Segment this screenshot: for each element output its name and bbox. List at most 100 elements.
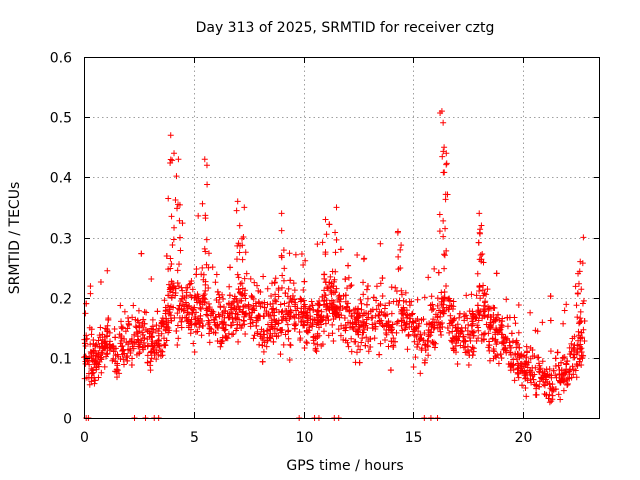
data-point (99, 336, 106, 343)
data-point (479, 287, 486, 294)
data-point (177, 247, 184, 254)
data-point (547, 385, 554, 392)
data-point (579, 300, 586, 307)
data-point (82, 358, 89, 365)
data-point (200, 322, 207, 329)
data-point (278, 210, 285, 217)
data-point (223, 335, 230, 342)
data-point (109, 357, 116, 364)
data-point (248, 292, 255, 299)
data-point (468, 291, 475, 298)
data-point (402, 289, 409, 296)
data-point (385, 323, 392, 330)
data-point (302, 257, 309, 264)
data-point (264, 337, 271, 344)
data-point (409, 310, 416, 317)
data-point (183, 284, 190, 291)
data-point (575, 332, 582, 339)
data-point (358, 300, 365, 307)
data-point (398, 310, 405, 317)
data-point (418, 316, 425, 323)
data-point (576, 320, 583, 327)
data-point (446, 295, 453, 302)
data-point (478, 258, 485, 265)
data-point (377, 301, 384, 308)
data-point (238, 280, 245, 287)
data-point (495, 360, 502, 367)
data-point (475, 239, 482, 246)
data-point (574, 290, 581, 297)
data-point (358, 322, 365, 329)
data-point (241, 292, 248, 299)
data-point (157, 352, 164, 359)
data-point (481, 302, 488, 309)
data-point (360, 291, 367, 298)
data-point (574, 348, 581, 355)
data-point (385, 343, 392, 350)
data-point (188, 326, 195, 333)
data-point (161, 297, 168, 304)
data-point (404, 346, 411, 353)
data-point (188, 321, 195, 328)
data-point (207, 312, 214, 319)
data-point (344, 285, 351, 292)
data-point (249, 294, 256, 301)
data-point (353, 314, 360, 321)
data-point (298, 296, 305, 303)
data-point (362, 342, 369, 349)
data-point (90, 340, 97, 347)
data-point (429, 321, 436, 328)
data-point (345, 343, 352, 350)
data-point (178, 324, 185, 331)
data-point (414, 341, 421, 348)
data-point (138, 337, 145, 344)
x-tick-label: 10 (296, 430, 314, 446)
data-point (518, 360, 525, 367)
data-point (534, 354, 541, 361)
data-point (546, 365, 553, 372)
data-point (239, 242, 246, 249)
data-point (227, 264, 234, 271)
data-point (140, 324, 147, 331)
data-point (449, 322, 456, 329)
data-point (497, 351, 504, 358)
data-point (577, 258, 584, 265)
data-point (568, 340, 575, 347)
data-point (261, 299, 268, 306)
data-point (291, 301, 298, 308)
data-point (506, 342, 513, 349)
data-point (300, 262, 307, 269)
data-point (280, 341, 287, 348)
data-point (437, 313, 444, 320)
data-point (149, 323, 156, 330)
data-point (517, 367, 524, 374)
data-point (443, 150, 450, 157)
data-point (106, 329, 113, 336)
x-tick-label: 20 (515, 430, 533, 446)
data-point (235, 274, 242, 281)
data-point (580, 234, 587, 241)
data-point (417, 331, 424, 338)
data-point (409, 318, 416, 325)
data-point (176, 261, 183, 268)
data-point (338, 322, 345, 329)
data-point (335, 326, 342, 333)
data-point (328, 304, 335, 311)
data-point (319, 317, 326, 324)
data-point (314, 320, 321, 327)
data-point (441, 294, 448, 301)
data-point (121, 308, 128, 315)
data-point (561, 307, 568, 314)
data-point (499, 340, 506, 347)
data-point (378, 309, 385, 316)
data-point (330, 298, 337, 305)
data-point (282, 290, 289, 297)
data-point (443, 282, 450, 289)
data-point (495, 311, 502, 318)
data-point (230, 305, 237, 312)
data-point (333, 312, 340, 319)
data-point (570, 344, 577, 351)
data-point (363, 286, 370, 293)
data-point (269, 323, 276, 330)
data-point (292, 321, 299, 328)
